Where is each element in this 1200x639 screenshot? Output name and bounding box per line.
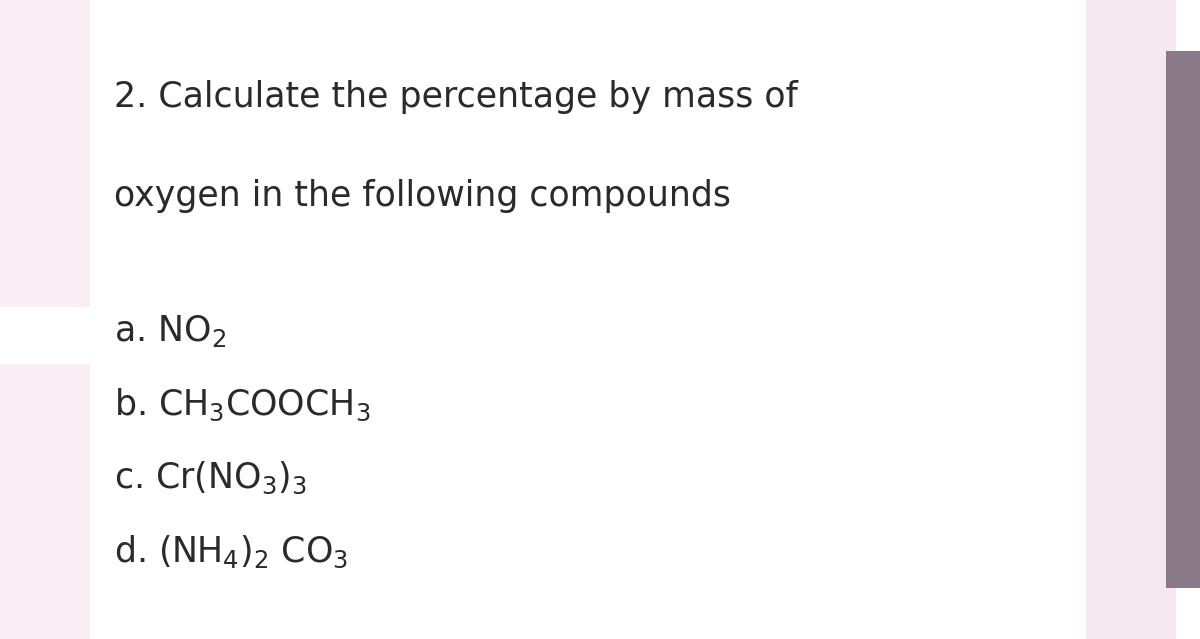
Bar: [0, 0, 90, 639]
Bar: [1086, 0, 1176, 639]
Text: 2. Calculate the percentage by mass of: 2. Calculate the percentage by mass of: [114, 80, 798, 114]
Text: b. CH$_3$COOCH$_3$: b. CH$_3$COOCH$_3$: [114, 387, 371, 423]
Text: oxygen in the following compounds: oxygen in the following compounds: [114, 179, 731, 213]
Text: d. (NH$_4$)$_2$ CO$_3$: d. (NH$_4$)$_2$ CO$_3$: [114, 534, 348, 570]
Text: c. Cr(NO$_3$)$_3$: c. Cr(NO$_3$)$_3$: [114, 460, 307, 497]
Bar: [1166, 51, 1200, 588]
Text: a. NO$_2$: a. NO$_2$: [114, 313, 226, 349]
Bar: [0, 307, 90, 364]
